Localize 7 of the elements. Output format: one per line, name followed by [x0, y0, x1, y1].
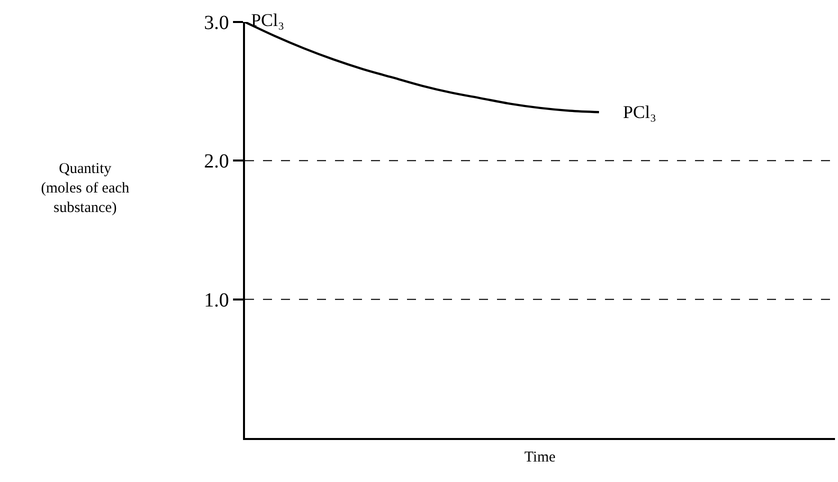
y-tick-label: 3.0: [204, 12, 229, 34]
y-tick-label: 2.0: [204, 150, 229, 173]
x-axis-title: Time: [524, 450, 556, 466]
annotation: PCl₃: [251, 10, 284, 30]
y-axis-title: Quantity (moles of each substance): [41, 161, 130, 216]
annotation: PCl₃: [623, 102, 656, 122]
y-tick-label: 1.0: [204, 289, 229, 312]
